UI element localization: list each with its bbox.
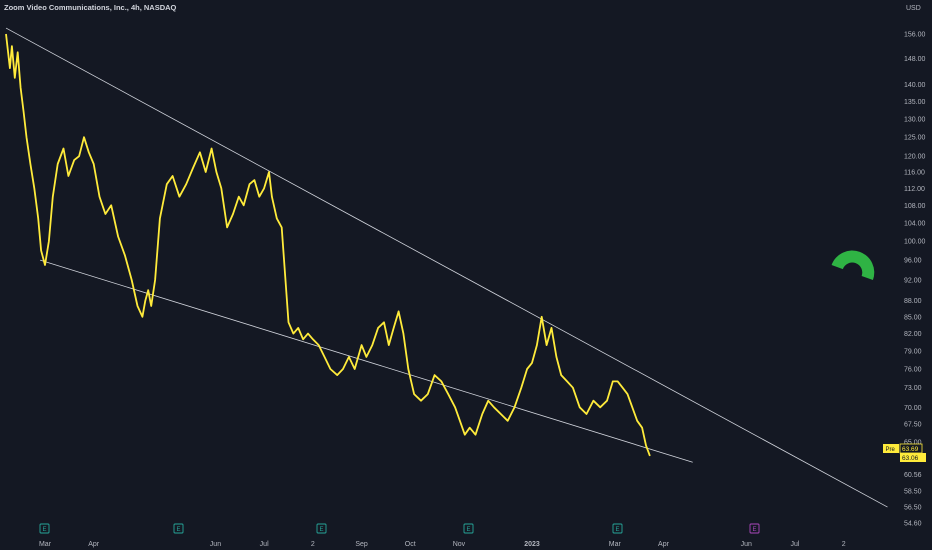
last-price-value: 63.06 [902, 455, 919, 462]
y-tick-label: 135.00 [904, 99, 926, 106]
y-tick-label: 82.00 [904, 331, 922, 338]
lower-trend-line[interactable] [40, 259, 693, 463]
earnings-marker[interactable]: E [39, 523, 50, 534]
chart-title: Zoom Video Communications, Inc., 4h, NAS… [4, 3, 177, 12]
x-tick-label: Oct [405, 541, 416, 548]
y-tick-label: 65.00 [904, 439, 922, 446]
y-tick-label: 96.00 [904, 258, 922, 265]
y-tick-label: 60.56 [904, 472, 922, 479]
y-tick-label: 79.00 [904, 348, 922, 355]
y-tick-label: 73.00 [904, 385, 922, 392]
earnings-marker[interactable]: E [612, 523, 623, 534]
svg-text:E: E [319, 527, 323, 533]
x-tick-label: Jul [260, 541, 269, 548]
x-tick-label: Apr [658, 541, 670, 548]
y-tick-label: 112.00 [904, 186, 925, 193]
pre-label: Pre [886, 447, 896, 453]
currency-label: USD [906, 5, 921, 12]
x-tick-label: 2 [311, 541, 315, 548]
earnings-marker[interactable]: E [463, 523, 474, 534]
x-tick-label: Jun [741, 541, 752, 548]
y-tick-label: 116.00 [904, 169, 925, 176]
earnings-marker[interactable]: E [316, 523, 327, 534]
svg-text:E: E [42, 527, 46, 533]
y-tick-label: 54.60 [904, 521, 922, 528]
pre-price-value: 63.69 [902, 446, 919, 453]
x-tick-label: Apr [88, 541, 100, 548]
y-tick-label: 70.00 [904, 405, 922, 412]
y-tick-label: 156.00 [904, 32, 926, 39]
y-tick-label: 130.00 [904, 116, 926, 123]
y-tick-label: 120.00 [904, 154, 926, 161]
x-tick-label: 2 [842, 541, 846, 548]
y-tick-label: 125.00 [904, 135, 926, 142]
horseshoe-magnet-icon [831, 250, 875, 281]
y-tick-label: 56.50 [904, 505, 922, 512]
earnings-marker[interactable]: E [173, 523, 184, 534]
y-tick-label: 88.00 [904, 298, 922, 305]
y-tick-label: 140.00 [904, 82, 926, 89]
x-tick-label: Jun [210, 541, 221, 548]
x-tick-label: Jul [791, 541, 800, 548]
y-tick-label: 58.50 [904, 488, 922, 495]
y-tick-label: 108.00 [904, 203, 926, 210]
y-tick-label: 100.00 [904, 239, 926, 246]
x-tick-label: Mar [609, 541, 622, 548]
upper-trend-line[interactable] [5, 27, 888, 508]
y-tick-label: 92.00 [904, 277, 922, 284]
svg-text:E: E [176, 527, 180, 533]
earnings-marker[interactable]: E [749, 523, 760, 534]
x-tick-label: Mar [39, 541, 52, 548]
price-series-line[interactable] [5, 33, 651, 457]
y-tick-label: 85.00 [904, 314, 922, 321]
x-tick-label: 2023 [524, 541, 540, 548]
x-tick-label: Sep [355, 541, 368, 548]
svg-text:E: E [752, 527, 756, 533]
y-tick-label: 148.00 [904, 56, 926, 63]
y-tick-label: 67.50 [904, 422, 922, 429]
svg-text:E: E [615, 527, 619, 533]
y-tick-label: 76.00 [904, 366, 922, 373]
svg-text:E: E [466, 527, 470, 533]
y-tick-label: 104.00 [904, 220, 926, 227]
x-tick-label: Nov [453, 541, 466, 548]
